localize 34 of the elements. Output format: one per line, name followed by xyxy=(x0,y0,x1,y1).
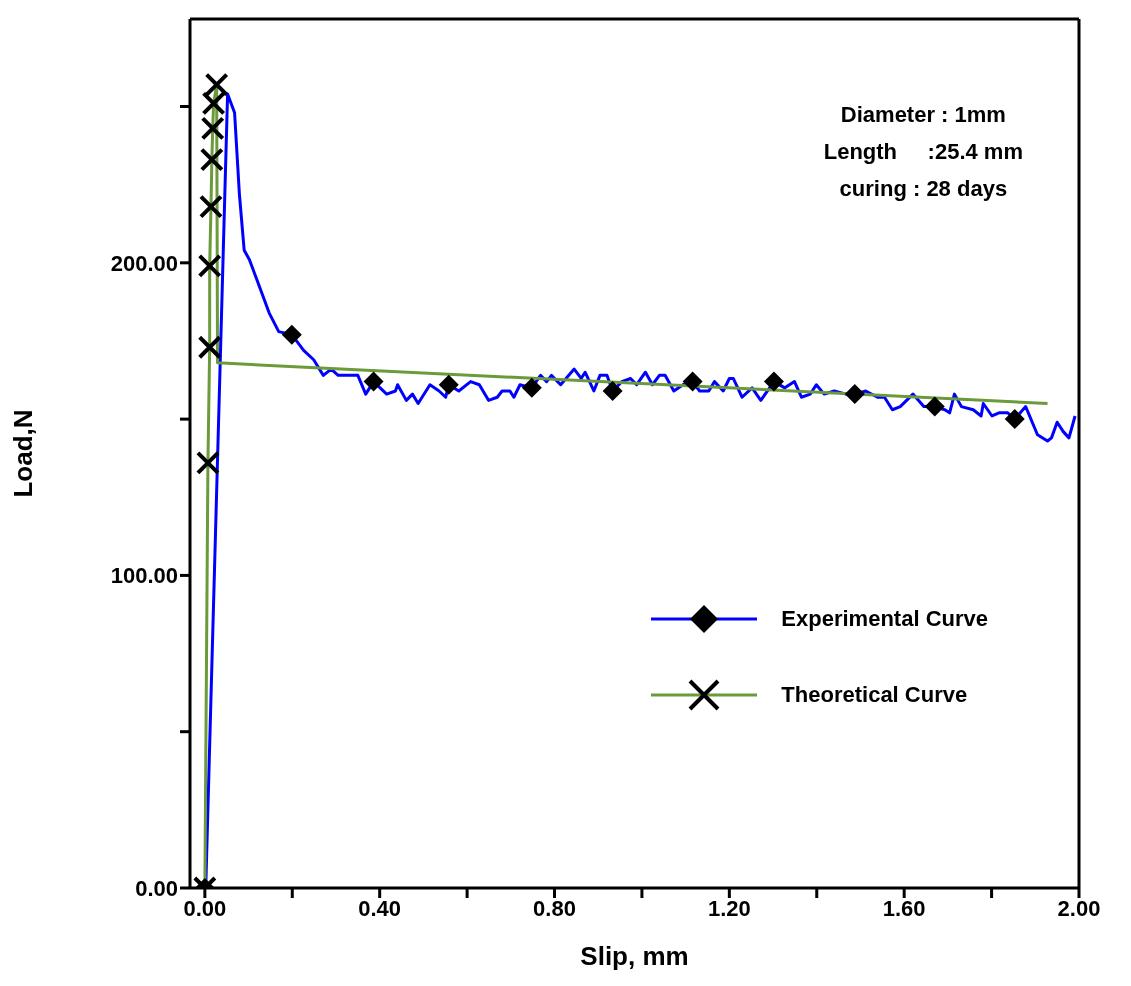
point xyxy=(924,396,945,417)
x-tick-label: 1.60 xyxy=(882,895,926,921)
point xyxy=(281,324,302,345)
point xyxy=(204,72,229,97)
point xyxy=(200,116,225,141)
point xyxy=(363,371,384,392)
x-tick-label: 1.20 xyxy=(707,895,751,921)
legend-label: Theoretical Curve xyxy=(781,682,968,708)
point xyxy=(682,371,703,392)
point xyxy=(195,450,220,475)
x-tick-label: 0.80 xyxy=(533,895,576,921)
point xyxy=(201,91,226,116)
annotation: Diameter : 1mm xyxy=(839,101,1007,129)
point xyxy=(199,147,224,172)
point xyxy=(521,377,542,398)
point xyxy=(602,380,623,401)
point xyxy=(763,371,784,392)
x-tick-label: 2.00 xyxy=(1057,895,1101,921)
x-tick-label: 0.00 xyxy=(183,895,227,921)
annotation: Length :25.4 mm xyxy=(823,138,1023,166)
point xyxy=(197,335,222,360)
legend-label: Experimental Curve xyxy=(781,606,988,632)
point xyxy=(198,194,223,219)
point xyxy=(197,253,222,278)
annotation: curing : 28 days xyxy=(838,175,1009,203)
x-tick-label: 0.40 xyxy=(358,895,402,921)
x-axis-title: Slip, mm xyxy=(580,941,689,971)
point xyxy=(844,384,865,405)
y-axis-title: Load,N xyxy=(8,409,39,498)
y-tick-label: 200.00 xyxy=(110,250,178,276)
y-tick-label: 0.00 xyxy=(135,875,178,901)
y-tick-label: 100.00 xyxy=(110,563,178,589)
point xyxy=(1004,409,1025,430)
point xyxy=(438,374,459,395)
